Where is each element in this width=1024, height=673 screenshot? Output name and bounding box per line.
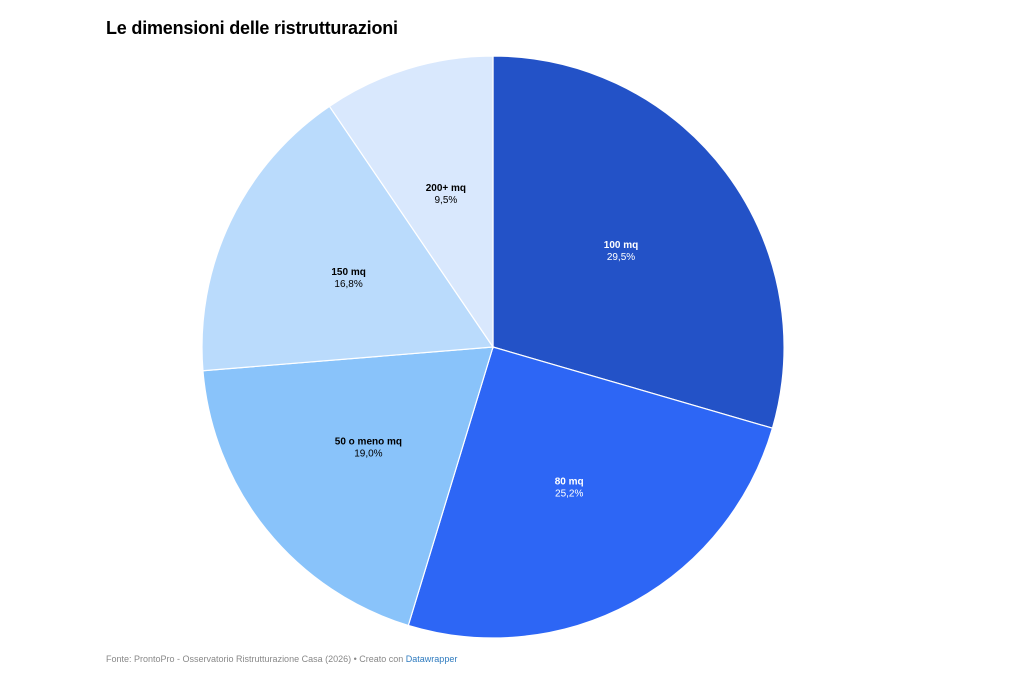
slice-value-2: 19,0% (354, 449, 382, 460)
slice-label-1: 80 mq (555, 477, 584, 488)
slice-label-4: 200+ mq (426, 183, 466, 194)
slice-label-3: 150 mq (331, 267, 365, 278)
pie-slice-2 (202, 346, 494, 627)
slice-label-2: 50 o meno mq (335, 437, 402, 448)
source-note: Fonte: ProntoPro - Osservatorio Ristrutt… (106, 654, 406, 664)
pie-slice-1 (407, 346, 774, 639)
slice-value-0: 29,5% (607, 252, 635, 263)
datawrapper-link[interactable]: Datawrapper (405, 654, 458, 664)
chart-title: Le dimensioni delle ristrutturazioni (106, 18, 398, 38)
footer: Fonte: ProntoPro - Osservatorio Ristrutt… (106, 654, 457, 664)
pie-slice-3 (201, 105, 495, 372)
slice-value-4: 9,5% (435, 195, 458, 206)
pie-slice-4 (328, 55, 494, 349)
slice-value-1: 25,2% (555, 489, 583, 500)
slice-value-3: 16,8% (334, 279, 362, 290)
pie-slice-0 (492, 55, 785, 429)
pie-slices (201, 55, 785, 639)
slice-label-0: 100 mq (604, 240, 638, 251)
